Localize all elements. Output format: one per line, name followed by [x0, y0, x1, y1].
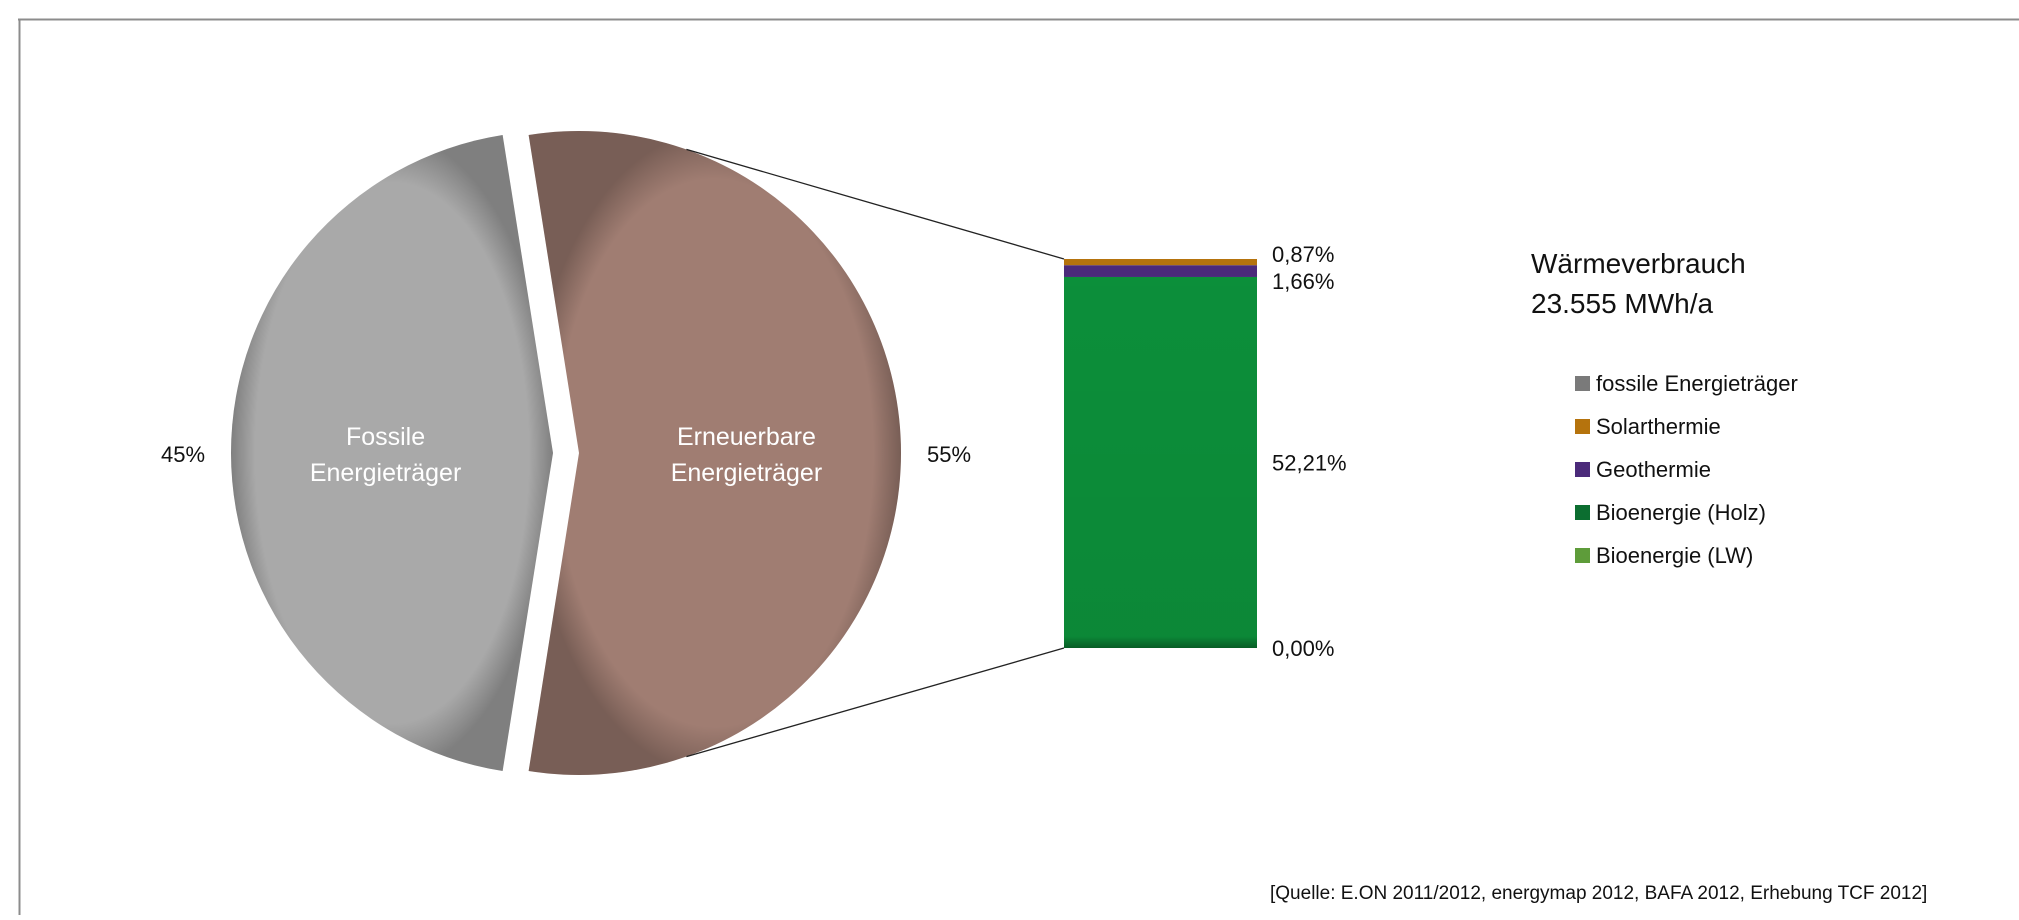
pie-value-label: 45% — [161, 442, 205, 467]
legend-label: Solarthermie — [1596, 414, 1721, 439]
bar-value-label: 1,66% — [1272, 269, 1334, 294]
bar-value-label: 0,87% — [1272, 242, 1334, 267]
pie-slice-shade — [529, 131, 901, 775]
legend-swatch — [1575, 419, 1590, 434]
pie-slice-label: Fossile — [346, 423, 425, 451]
stacked-bar — [1064, 259, 1257, 648]
legend-label: Bioenergie (Holz) — [1596, 500, 1766, 525]
pie-slice-label: Energieträger — [671, 459, 822, 487]
bar-value-label: 0,00% — [1272, 636, 1334, 661]
source-note: [Quelle: E.ON 2011/2012, energymap 2012,… — [1270, 883, 1927, 904]
bar-value-label: 52,21% — [1272, 450, 1347, 475]
legend-swatch — [1575, 505, 1590, 520]
legend-label: Geothermie — [1596, 457, 1711, 482]
legend: fossile Energieträger Solarthermie Geother… — [1575, 371, 1798, 568]
pie-value-label: 55% — [927, 442, 971, 467]
chart-title: Wärmeverbrauch — [1531, 248, 1746, 279]
legend-swatch — [1575, 548, 1590, 563]
legend-label: Bioenergie (LW) — [1596, 543, 1753, 568]
legend-label: fossile Energieträger — [1596, 371, 1798, 396]
pie: Fossile Energieträger 45% Erneuerbare Energi… — [161, 131, 971, 775]
legend-swatch — [1575, 376, 1590, 391]
pie-slice-shade — [231, 135, 553, 771]
pie-slice-label: Erneuerbare — [677, 423, 816, 451]
legend-swatch — [1575, 462, 1590, 477]
bar-shade — [1064, 259, 1257, 648]
chart-subtitle: 23.555 MWh/a — [1531, 288, 1714, 319]
stacked-bar-labels: 0,00% 52,21% 1,66%0,87% — [1272, 242, 1347, 661]
pie-slice-label: Energieträger — [310, 459, 461, 487]
